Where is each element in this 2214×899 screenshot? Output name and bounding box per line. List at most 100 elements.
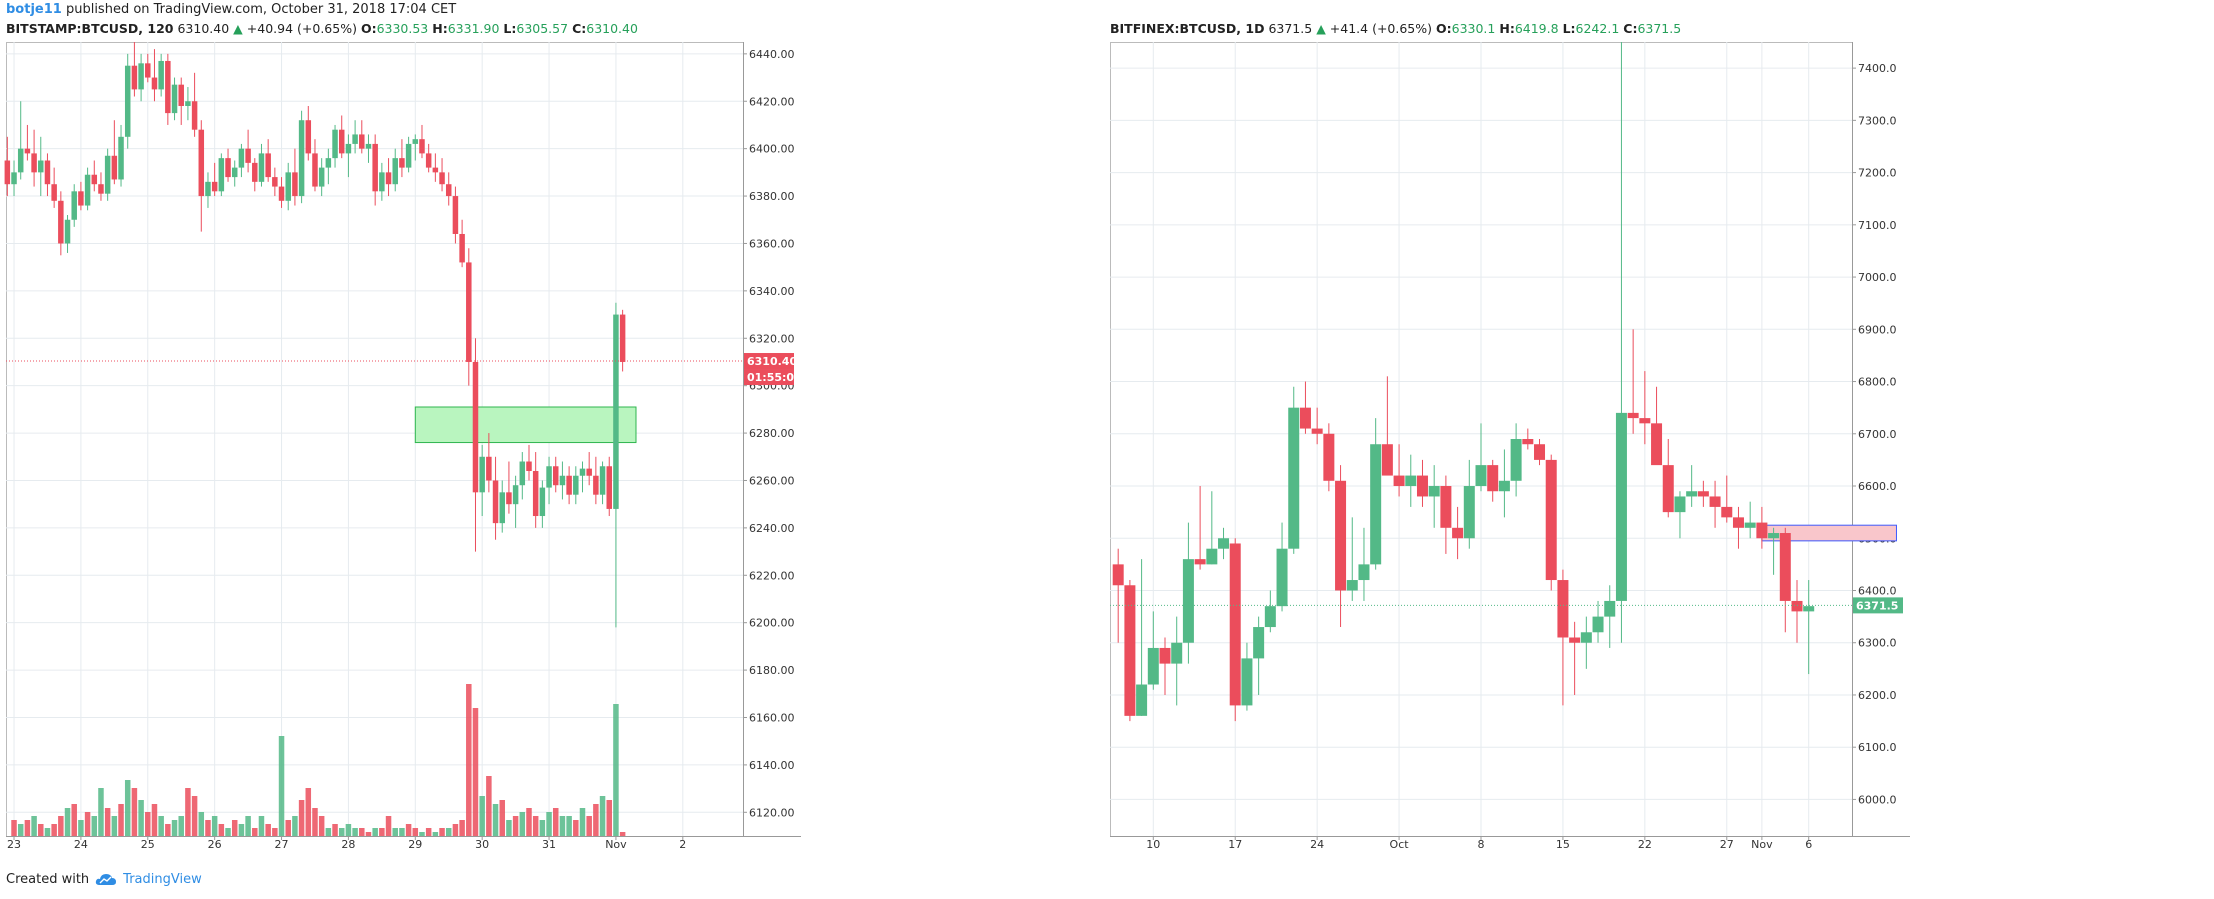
x-tick-label: 8 [1478, 838, 1485, 851]
candle-body [1791, 600, 1803, 612]
right-chart-svg[interactable]: 6000.06100.06200.06300.06400.06500.06600… [1110, 42, 2210, 862]
candle-body [185, 101, 191, 106]
y-tick-label: 6600.0 [1858, 480, 1897, 493]
candle-body [419, 139, 425, 154]
candle-body [566, 475, 572, 495]
candle-body [1744, 522, 1756, 528]
left-last: 6310.40 [177, 21, 230, 36]
volume-bar [205, 820, 211, 836]
candle-body [539, 487, 546, 517]
candle-body [44, 160, 51, 185]
candle-body [379, 172, 385, 192]
left-change: +40.94 (+0.65%) [246, 21, 357, 36]
up-triangle-icon: ▲ [1316, 21, 1326, 36]
candle-body [4, 160, 11, 185]
right-chart-panel[interactable]: 6000.06100.06200.06300.06400.06500.06600… [1110, 42, 2210, 862]
volume-bar [318, 816, 325, 836]
footer-brand: TradingView [123, 872, 202, 887]
candle-body [1463, 486, 1475, 539]
x-tick-label: 26 [208, 838, 222, 851]
volume-bar [84, 812, 91, 836]
y-tick-label: 6300.0 [1858, 637, 1897, 650]
candle-body [1510, 439, 1522, 481]
tradingview-link[interactable]: TradingView [95, 872, 202, 887]
y-tick-label: 7000.0 [1858, 271, 1897, 284]
author-link[interactable]: botje11 [6, 2, 62, 17]
volume-bar [64, 808, 71, 836]
volume-bar [131, 788, 138, 836]
candle-body [138, 63, 144, 90]
candle-body [1299, 407, 1311, 429]
candle-body [1674, 496, 1686, 513]
countdown-label-text: 01:55:02 [747, 371, 802, 384]
x-tick-label: 10 [1146, 838, 1160, 851]
volume-bar [432, 832, 439, 836]
candle-body [412, 139, 419, 144]
footer: Created with TradingView [6, 872, 202, 887]
volume-bar [265, 824, 271, 836]
candle-body [145, 63, 151, 78]
candle-body [1218, 538, 1230, 549]
volume-bar [519, 812, 526, 836]
candle-body [158, 60, 164, 90]
y-tick-label: 6260.00 [749, 474, 795, 487]
volume-bar [526, 808, 532, 836]
candle-body [325, 158, 332, 168]
candle-body [91, 174, 98, 185]
x-tick-label: 6 [1805, 838, 1812, 851]
volume-bar [392, 828, 398, 836]
y-tick-label: 7100.0 [1858, 219, 1897, 232]
candle-body [1557, 580, 1569, 638]
volume-bar [559, 816, 566, 836]
left-chart-panel[interactable]: 6120.00 6140.00 6160.00 6180.00 6200.00 6220.… [4, 42, 1106, 862]
candle-body [1405, 475, 1417, 487]
x-tick-label: 30 [475, 838, 489, 851]
volume-bar [385, 816, 392, 836]
volume-bar [372, 828, 378, 836]
volume-bar [158, 816, 164, 836]
volume-bar [599, 796, 606, 836]
candle-body [1416, 475, 1428, 497]
y-tick-label: 6240.00 [749, 522, 795, 535]
candle-body [1592, 616, 1604, 633]
volume-bar [479, 796, 485, 836]
x-tick-label: Oct [1390, 838, 1410, 851]
candle-body [1194, 559, 1206, 565]
y-tick-label: 6160.00 [749, 711, 795, 724]
y-tick-label: 6220.00 [749, 569, 795, 582]
candle-body [546, 466, 552, 488]
candle-body [466, 262, 472, 362]
candle-body [519, 461, 526, 486]
candle-body [151, 77, 158, 90]
candle-body [312, 153, 318, 187]
candle-body [385, 172, 392, 185]
volume-bar [492, 804, 499, 836]
candle-body [492, 480, 499, 524]
candle-body [372, 143, 378, 192]
candle-body [1803, 606, 1815, 612]
candle-body [452, 196, 459, 234]
y-tick-label: 6280.00 [749, 427, 795, 440]
y-tick-label: 7200.0 [1858, 167, 1897, 180]
candle-body [359, 134, 365, 149]
right-close: 6371.5 [1637, 21, 1682, 36]
candle-body [345, 143, 352, 154]
left-chart-svg[interactable]: 6120.00 6140.00 6160.00 6180.00 6200.00 6220.… [4, 42, 1106, 862]
candle-body [285, 172, 291, 201]
volume-bar [218, 824, 225, 836]
tradingview-cloud-icon [96, 874, 117, 885]
x-tick-label: 24 [74, 838, 88, 851]
volume-bar [78, 820, 84, 836]
candle-body [265, 153, 271, 178]
candle-body [352, 134, 358, 144]
candle-body [1241, 658, 1253, 706]
volume-bar [425, 828, 432, 836]
candle-body [17, 148, 24, 173]
volume-bar [345, 824, 352, 836]
y-tick-label: 6340.00 [749, 285, 795, 298]
volume-bar [124, 780, 131, 836]
y-tick-label: 6140.00 [749, 759, 795, 772]
x-tick-label: 2 [679, 838, 686, 851]
y-tick-label: 6400.0 [1858, 584, 1897, 597]
candle-body [298, 120, 305, 197]
